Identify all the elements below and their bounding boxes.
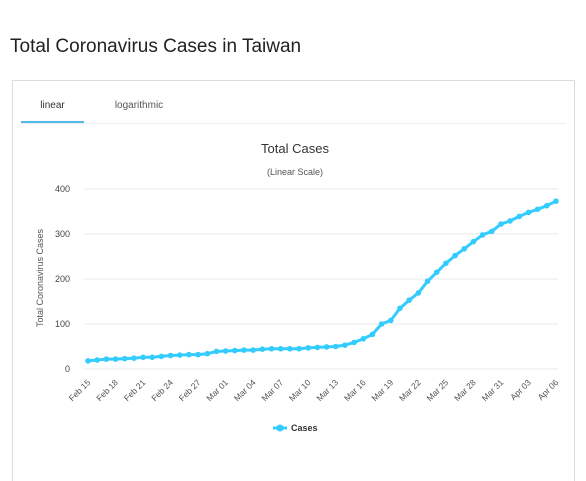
data-point[interactable] — [488, 228, 495, 235]
y-tick-label: 0 — [65, 364, 70, 374]
data-point[interactable] — [186, 351, 192, 358]
data-point[interactable] — [498, 221, 504, 227]
data-point[interactable] — [360, 336, 367, 342]
y-tick-label: 200 — [55, 274, 70, 284]
data-point[interactable] — [121, 355, 128, 362]
data-point[interactable] — [544, 202, 550, 209]
x-tick-label: Mar 16 — [342, 377, 368, 403]
y-axis-label: Total Coronavirus Cases — [35, 228, 45, 327]
active-tab-underline — [21, 121, 84, 123]
data-point[interactable] — [268, 345, 275, 352]
data-point[interactable] — [424, 278, 431, 285]
x-tick-label: Mar 04 — [232, 377, 258, 403]
data-point[interactable] — [94, 357, 100, 363]
data-point[interactable] — [149, 354, 156, 361]
page-title: Total Coronavirus Cases in Taiwan — [10, 36, 302, 57]
chart-title: Total Cases — [261, 141, 329, 156]
data-point[interactable] — [232, 347, 238, 354]
legend-marker-icon — [276, 424, 284, 432]
total-cases-chart: Total Cases (Linear Scale) Total Coronav… — [35, 141, 561, 433]
x-tick-label: Mar 22 — [397, 377, 423, 403]
data-point[interactable] — [461, 246, 468, 252]
data-point[interactable] — [287, 345, 293, 352]
tab-logarithmic[interactable]: logarithmic — [114, 100, 164, 111]
data-point[interactable] — [112, 356, 119, 362]
x-tick-label: Feb 24 — [149, 377, 175, 403]
data-point[interactable] — [369, 331, 376, 338]
data-point[interactable] — [85, 358, 91, 364]
data-point[interactable] — [516, 213, 523, 220]
legend-label-cases: Cases — [291, 423, 318, 433]
x-tick-label: Apr 06 — [536, 377, 561, 402]
data-point[interactable] — [378, 321, 385, 327]
data-point[interactable] — [323, 344, 330, 350]
data-point[interactable] — [213, 348, 220, 355]
data-point[interactable] — [167, 352, 174, 359]
data-point[interactable] — [342, 342, 348, 348]
data-point[interactable] — [470, 238, 477, 245]
x-tick-label: Mar 07 — [259, 377, 285, 403]
data-point[interactable] — [277, 345, 284, 352]
x-tick-label: Mar 19 — [369, 377, 395, 403]
x-tick-label: Mar 25 — [425, 377, 451, 403]
y-tick-label: 300 — [55, 229, 70, 239]
tab-linear[interactable]: linear — [40, 100, 65, 111]
data-point[interactable] — [195, 351, 201, 358]
series-line-cases — [86, 199, 558, 363]
data-point[interactable] — [507, 218, 513, 224]
x-tick-label: Mar 28 — [452, 377, 478, 403]
x-tick-label: Feb 27 — [177, 377, 203, 403]
data-point[interactable] — [241, 347, 247, 353]
data-point[interactable] — [131, 355, 137, 362]
data-point[interactable] — [433, 269, 440, 276]
data-point[interactable] — [204, 350, 211, 357]
data-point[interactable] — [525, 209, 532, 216]
data-point[interactable] — [415, 290, 422, 296]
chart-panel: linear logarithmic Total Cases (Linear S… — [12, 80, 575, 481]
data-point[interactable] — [443, 260, 449, 267]
data-point[interactable] — [305, 345, 312, 351]
data-point[interactable] — [250, 347, 256, 353]
scale-tabs: linear logarithmic — [21, 95, 566, 124]
data-point[interactable] — [158, 353, 165, 360]
data-point[interactable] — [296, 345, 302, 352]
x-tick-label: Feb 15 — [67, 377, 93, 403]
data-point[interactable] — [314, 344, 321, 351]
x-tick-label: Mar 13 — [314, 377, 340, 403]
legend[interactable]: Cases — [273, 423, 318, 433]
data-point[interactable] — [406, 297, 412, 303]
data-point[interactable] — [176, 352, 183, 358]
data-point[interactable] — [388, 317, 394, 324]
data-point[interactable] — [534, 206, 541, 213]
x-tick-label: Mar 01 — [204, 377, 230, 403]
x-tick-label: Feb 21 — [122, 377, 148, 403]
y-tick-label: 400 — [55, 184, 70, 194]
data-point[interactable] — [259, 346, 266, 353]
data-point[interactable] — [332, 343, 339, 350]
x-tick-label: Feb 18 — [94, 377, 120, 403]
data-point[interactable] — [140, 354, 146, 361]
data-point[interactable] — [479, 232, 486, 238]
x-tick-label: Mar 10 — [287, 377, 313, 403]
x-tick-label: Mar 31 — [480, 377, 506, 403]
data-point[interactable] — [103, 356, 110, 362]
x-tick-label: Apr 03 — [508, 377, 533, 402]
y-tick-label: 100 — [55, 319, 70, 329]
data-point[interactable] — [553, 198, 559, 204]
chart-subtitle: (Linear Scale) — [267, 167, 323, 177]
data-point[interactable] — [351, 339, 357, 346]
data-point[interactable] — [452, 252, 458, 259]
data-point[interactable] — [222, 348, 229, 354]
data-point[interactable] — [397, 305, 403, 312]
